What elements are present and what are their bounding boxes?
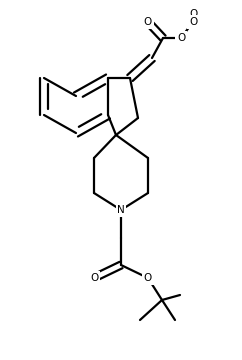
Text: O: O (177, 33, 185, 43)
Text: N: N (117, 205, 125, 215)
Text: O: O (144, 273, 152, 283)
Text: O: O (144, 17, 152, 27)
Text: O: O (90, 273, 98, 283)
Text: O: O (189, 17, 197, 27)
Text: O: O (189, 9, 197, 19)
